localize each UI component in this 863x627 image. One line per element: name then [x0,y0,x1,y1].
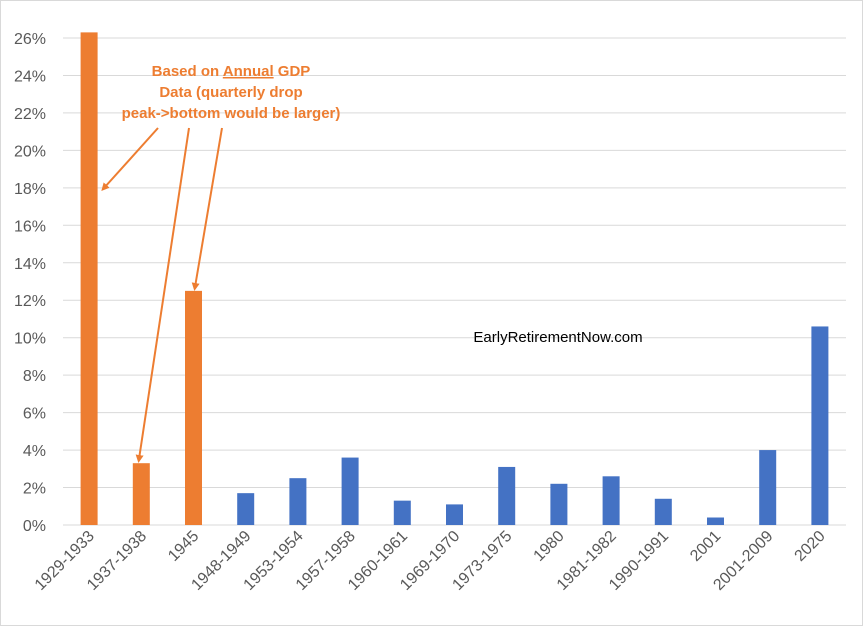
annotation-line-1-pre: Based on [152,63,223,80]
bar-1957-1958 [341,457,359,525]
bar-1948-1949 [237,493,255,525]
y-tick-label: 14% [14,256,46,273]
annotation-line-1-underlined: Annual [223,63,274,80]
y-tick-label: 16% [14,218,46,235]
y-tick-label: 2% [23,481,46,498]
bar-1981-1982 [602,476,620,525]
y-tick-label: 26% [14,31,46,48]
bar-1953-1954 [289,478,307,525]
bars [80,32,829,525]
annotation-arrow-1929-1933 [101,127,159,191]
bar-1929-1933 [80,32,98,525]
annotation-line-1: Based on Annual GDP [152,63,311,80]
y-axis-tick-labels: 0% 2% 4% 6% 8% 10% 12% 14% 16% 18% 20% 22% 24% 26% [14,31,46,535]
y-tick-label: 6% [23,406,46,423]
bar-2001 [707,517,724,525]
watermark-text: EarlyRetirementNow.com [473,329,642,346]
annotation-line-2: Data (quarterly drop [159,84,302,101]
annotation-line-1-post: GDP [274,63,311,80]
x-tick-label: 2020 [792,528,829,565]
annotation-line-3: peak->bottom would be larger) [122,105,341,122]
bar-1937-1938 [132,463,150,525]
y-tick-label: 24% [14,68,46,85]
bar-2001-2009 [759,450,777,525]
bar-1969-1970 [446,504,463,525]
annotation-arrow-1937-1938 [135,127,190,463]
x-tick-label: 1945 [165,528,202,565]
bar-1990-1991 [654,498,672,525]
y-tick-label: 8% [23,368,46,385]
bar-2020 [811,326,829,525]
bar-1960-1961 [393,500,411,525]
annotation: Based on Annual GDP Data (quarterly drop… [101,63,341,463]
y-tick-label: 18% [14,181,46,198]
bar-1945 [185,290,202,525]
bar-1973-1975 [498,466,516,525]
y-tick-label: 22% [14,106,46,123]
y-tick-label: 20% [14,143,46,160]
annotation-arrow-1945 [191,127,223,291]
bar-1980 [550,483,568,525]
y-tick-label: 10% [14,331,46,348]
y-tick-label: 4% [23,443,46,460]
x-tick-label: 2001 [687,528,724,565]
x-tick-label: 1980 [531,528,568,565]
y-tick-label: 0% [23,518,46,535]
y-tick-label: 12% [14,293,46,310]
